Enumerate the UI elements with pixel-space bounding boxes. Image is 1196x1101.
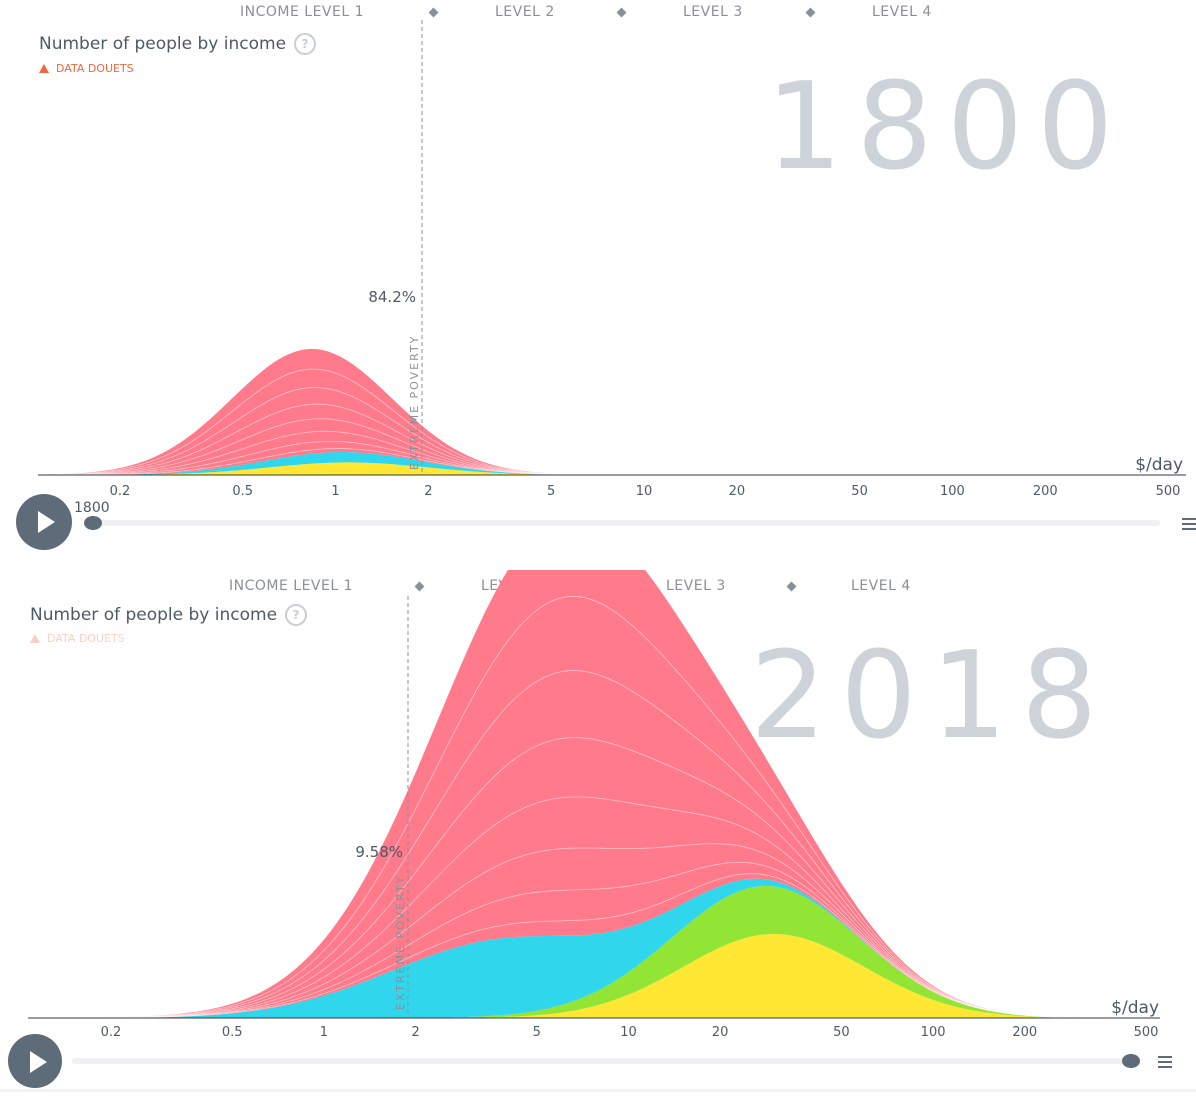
play-button[interactable] [8, 1034, 62, 1088]
x-tick-label: 0.5 [232, 484, 253, 499]
area-series[interactable] [38, 452, 1186, 475]
x-tick-label: 50 [833, 1025, 850, 1040]
divider [0, 1089, 1196, 1092]
area-series[interactable] [38, 462, 1186, 475]
play-icon [30, 1051, 47, 1073]
x-tick-label: 200 [1033, 484, 1058, 499]
x-tick-label: 5 [547, 484, 555, 499]
year-watermark: 1800 [766, 58, 1128, 197]
chart-title-row: Number of people by income? [30, 604, 308, 626]
x-tick-label: 500 [1156, 484, 1181, 499]
play-icon [38, 511, 55, 533]
x-tick-label: 100 [940, 484, 965, 499]
question-circle-icon[interactable]: ? [294, 33, 317, 55]
country-streak-line [28, 595, 1160, 1019]
x-tick-label: 0.5 [222, 1025, 243, 1040]
x-tick-label: 2 [424, 484, 432, 499]
area-series[interactable] [28, 934, 1160, 1018]
income-level-4-label[interactable]: LEVEL 4 [851, 578, 911, 594]
income-level-1-label[interactable]: INCOME LEVEL 1 [229, 578, 353, 594]
warning-icon [39, 64, 49, 73]
area-series[interactable] [38, 349, 1186, 475]
year-slider-track[interactable] [72, 1058, 1134, 1064]
extreme-poverty-label: EXTREME POVERTY [408, 335, 421, 470]
year-watermark: 2018 [750, 627, 1112, 766]
x-tick-label: 1 [331, 484, 339, 499]
income-mountain-chart[interactable]: 0.2 0.5 1 2 5 10 20 50 100 200 500 $/day EXTREME POV… [0, 570, 1196, 1095]
income-level-2-label[interactable]: LEVEL 2 [495, 4, 555, 20]
x-tick-label: 20 [712, 1025, 729, 1040]
x-tick-label: 0.2 [101, 1025, 122, 1040]
chart-title-row: Number of people by income? [39, 33, 317, 55]
chart-title: Number of people by income [30, 605, 278, 625]
data-doubts-link[interactable]: DATA DOUETS [30, 632, 125, 645]
extreme-poverty-label: EXTREME POVERTY [394, 875, 407, 1010]
x-tick-label: 10 [620, 1025, 637, 1040]
income-level-3-label[interactable]: LEVEL 3 [666, 578, 726, 594]
x-tick-label: 500 [1134, 1025, 1159, 1040]
x-tick-label: 100 [921, 1025, 946, 1040]
year-slider-handle[interactable] [1122, 1054, 1140, 1068]
area-series[interactable] [28, 570, 1160, 1018]
data-doubts-link[interactable]: DATA DOUETS [39, 62, 134, 75]
poverty-percentage: 84.2% [368, 288, 416, 306]
play-button[interactable] [16, 494, 72, 550]
year-slider-handle[interactable] [84, 516, 102, 530]
income-level-3-label[interactable]: LEVEL 3 [683, 4, 743, 20]
data-doubts-label: DATA DOUETS [47, 632, 125, 645]
data-doubts-label: DATA DOUETS [56, 62, 134, 75]
year-slider-track[interactable] [88, 520, 1160, 526]
x-tick-label: 5 [533, 1025, 541, 1040]
x-tick-label: 1 [320, 1025, 328, 1040]
question-circle-icon[interactable]: ? [285, 604, 308, 626]
chart-panel-1800: INCOME LEVEL 1 LEVEL 2 LEVEL 3 LEVEL 4 N… [0, 0, 1196, 560]
x-tick-label: 50 [851, 484, 868, 499]
x-axis-unit-label: $/day [1111, 998, 1159, 1018]
income-mountain-chart[interactable]: 0.2 0.5 1 2 5 10 20 50 100 200 500 $/day EXTREME POV… [0, 0, 1196, 560]
income-level-1-label[interactable]: INCOME LEVEL 1 [240, 4, 364, 20]
speed-icon[interactable] [1158, 1056, 1172, 1071]
slider-year-label: 1800 [74, 500, 110, 516]
income-level-4-label[interactable]: LEVEL 4 [872, 4, 932, 20]
chart-title: Number of people by income [39, 34, 287, 54]
area-series[interactable] [28, 878, 1160, 1018]
x-axis-unit-label: $/day [1135, 455, 1183, 475]
x-tick-label: 20 [729, 484, 746, 499]
x-tick-label: 200 [1012, 1025, 1037, 1040]
poverty-percentage: 9.58% [355, 843, 403, 861]
x-tick-label: 2 [411, 1025, 419, 1040]
x-tick-label: 10 [636, 484, 653, 499]
warning-icon [30, 634, 40, 643]
chart-panel-2018: INCOME LEVEL 1 LEVEL 2 LEVEL 3 LEVEL 4 N… [0, 570, 1196, 1095]
speed-icon[interactable] [1182, 518, 1196, 533]
x-tick-label: 0.2 [110, 484, 131, 499]
